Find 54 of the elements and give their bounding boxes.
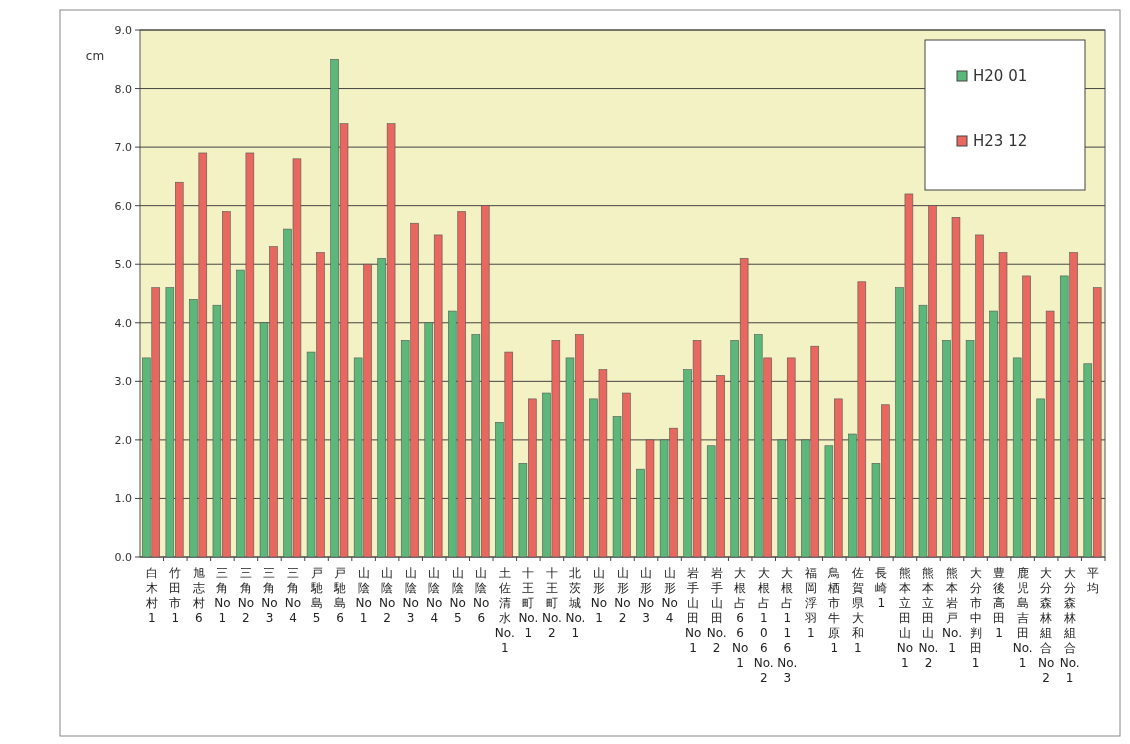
x-tick-label: 土佐清水No.1	[494, 566, 515, 655]
y-tick-label: 7.0	[114, 141, 132, 155]
x-tick-label: 鹿児島吉田No.1	[1012, 566, 1033, 670]
y-tick-label: 2.0	[114, 433, 132, 447]
x-tick-label: 豊後高田1	[993, 566, 1006, 640]
x-tick-label: 平均	[1086, 566, 1100, 595]
x-tick-label: 竹田市1	[169, 566, 182, 625]
x-tick-label: 山陰No1	[355, 566, 372, 625]
x-tick-label: 北茨城No.1	[565, 566, 586, 640]
x-tick-label: 山陰No5	[449, 566, 466, 625]
x-tick-label: 三角No1	[214, 566, 231, 625]
x-tick-label: 大分森林組合No.1	[1059, 566, 1080, 685]
x-tick-label: 山形No4	[661, 566, 678, 625]
x-tick-label: 鳥栖市牛原1	[827, 566, 841, 655]
y-tick-label: 3.0	[114, 375, 132, 389]
x-tick-label: 三角No3	[261, 566, 278, 625]
x-tick-label: 大根占116No.3	[777, 566, 798, 685]
y-tick-label: 6.0	[114, 199, 132, 213]
x-tick-label: 山陰No6	[473, 566, 490, 625]
y-tick-label: 8.0	[114, 82, 132, 96]
x-tick-label: 長崎1	[875, 566, 888, 610]
x-tick-label: 大分森林組合No2	[1037, 566, 1055, 685]
x-tick-label: 戸馳島6	[333, 566, 347, 625]
x-tick-label: 山形No1	[590, 566, 608, 625]
x-tick-label: 熊本立田山No.2	[918, 566, 939, 670]
legend-label: H20 01	[973, 67, 1028, 85]
x-tick-label: 旭志村6	[191, 566, 205, 625]
y-tick-label: 4.0	[114, 316, 132, 330]
legend-label: H23 12	[973, 132, 1028, 150]
x-tick-label: 山形No2	[614, 566, 631, 625]
y-axis-title: cm	[85, 49, 105, 63]
x-tick-label: 十王町No.1	[518, 566, 539, 640]
x-tick-label: 佐賀県大和1	[851, 566, 864, 655]
y-tick-label: 1.0	[114, 492, 132, 506]
x-tick-label: 大分市中判田1	[969, 566, 982, 670]
x-tick-label: 熊本岩戸No.1	[942, 566, 962, 655]
x-tick-label: 福岡浮羽1	[803, 566, 817, 640]
x-tick-label: 山形No3	[637, 566, 655, 625]
y-tick-label: 5.0	[114, 258, 132, 272]
x-tick-label: 戸馳島5	[309, 566, 323, 625]
x-tick-label: 山陰No3	[402, 566, 419, 625]
x-tick-label: 岩手山田No.2	[706, 566, 727, 655]
x-tick-label: 山陰No4	[426, 566, 443, 625]
x-tick-label: 山陰No2	[378, 566, 396, 625]
x-tick-label: 十王町No.2	[541, 566, 562, 640]
x-tick-label: 三角No2	[237, 566, 255, 625]
x-tick-label: 白木村1	[144, 566, 158, 625]
x-tick-label: 大根占106No.2	[753, 566, 774, 685]
y-tick-label: 9.0	[114, 24, 132, 37]
x-tick-label: 三角No4	[284, 566, 302, 625]
x-tick-label: 熊本立田山No1	[896, 566, 914, 670]
x-tick-label: 大根占66No1	[732, 566, 749, 670]
x-tick-label: 岩手山田No1	[684, 566, 702, 655]
y-tick-label: 0.0	[114, 551, 132, 564]
